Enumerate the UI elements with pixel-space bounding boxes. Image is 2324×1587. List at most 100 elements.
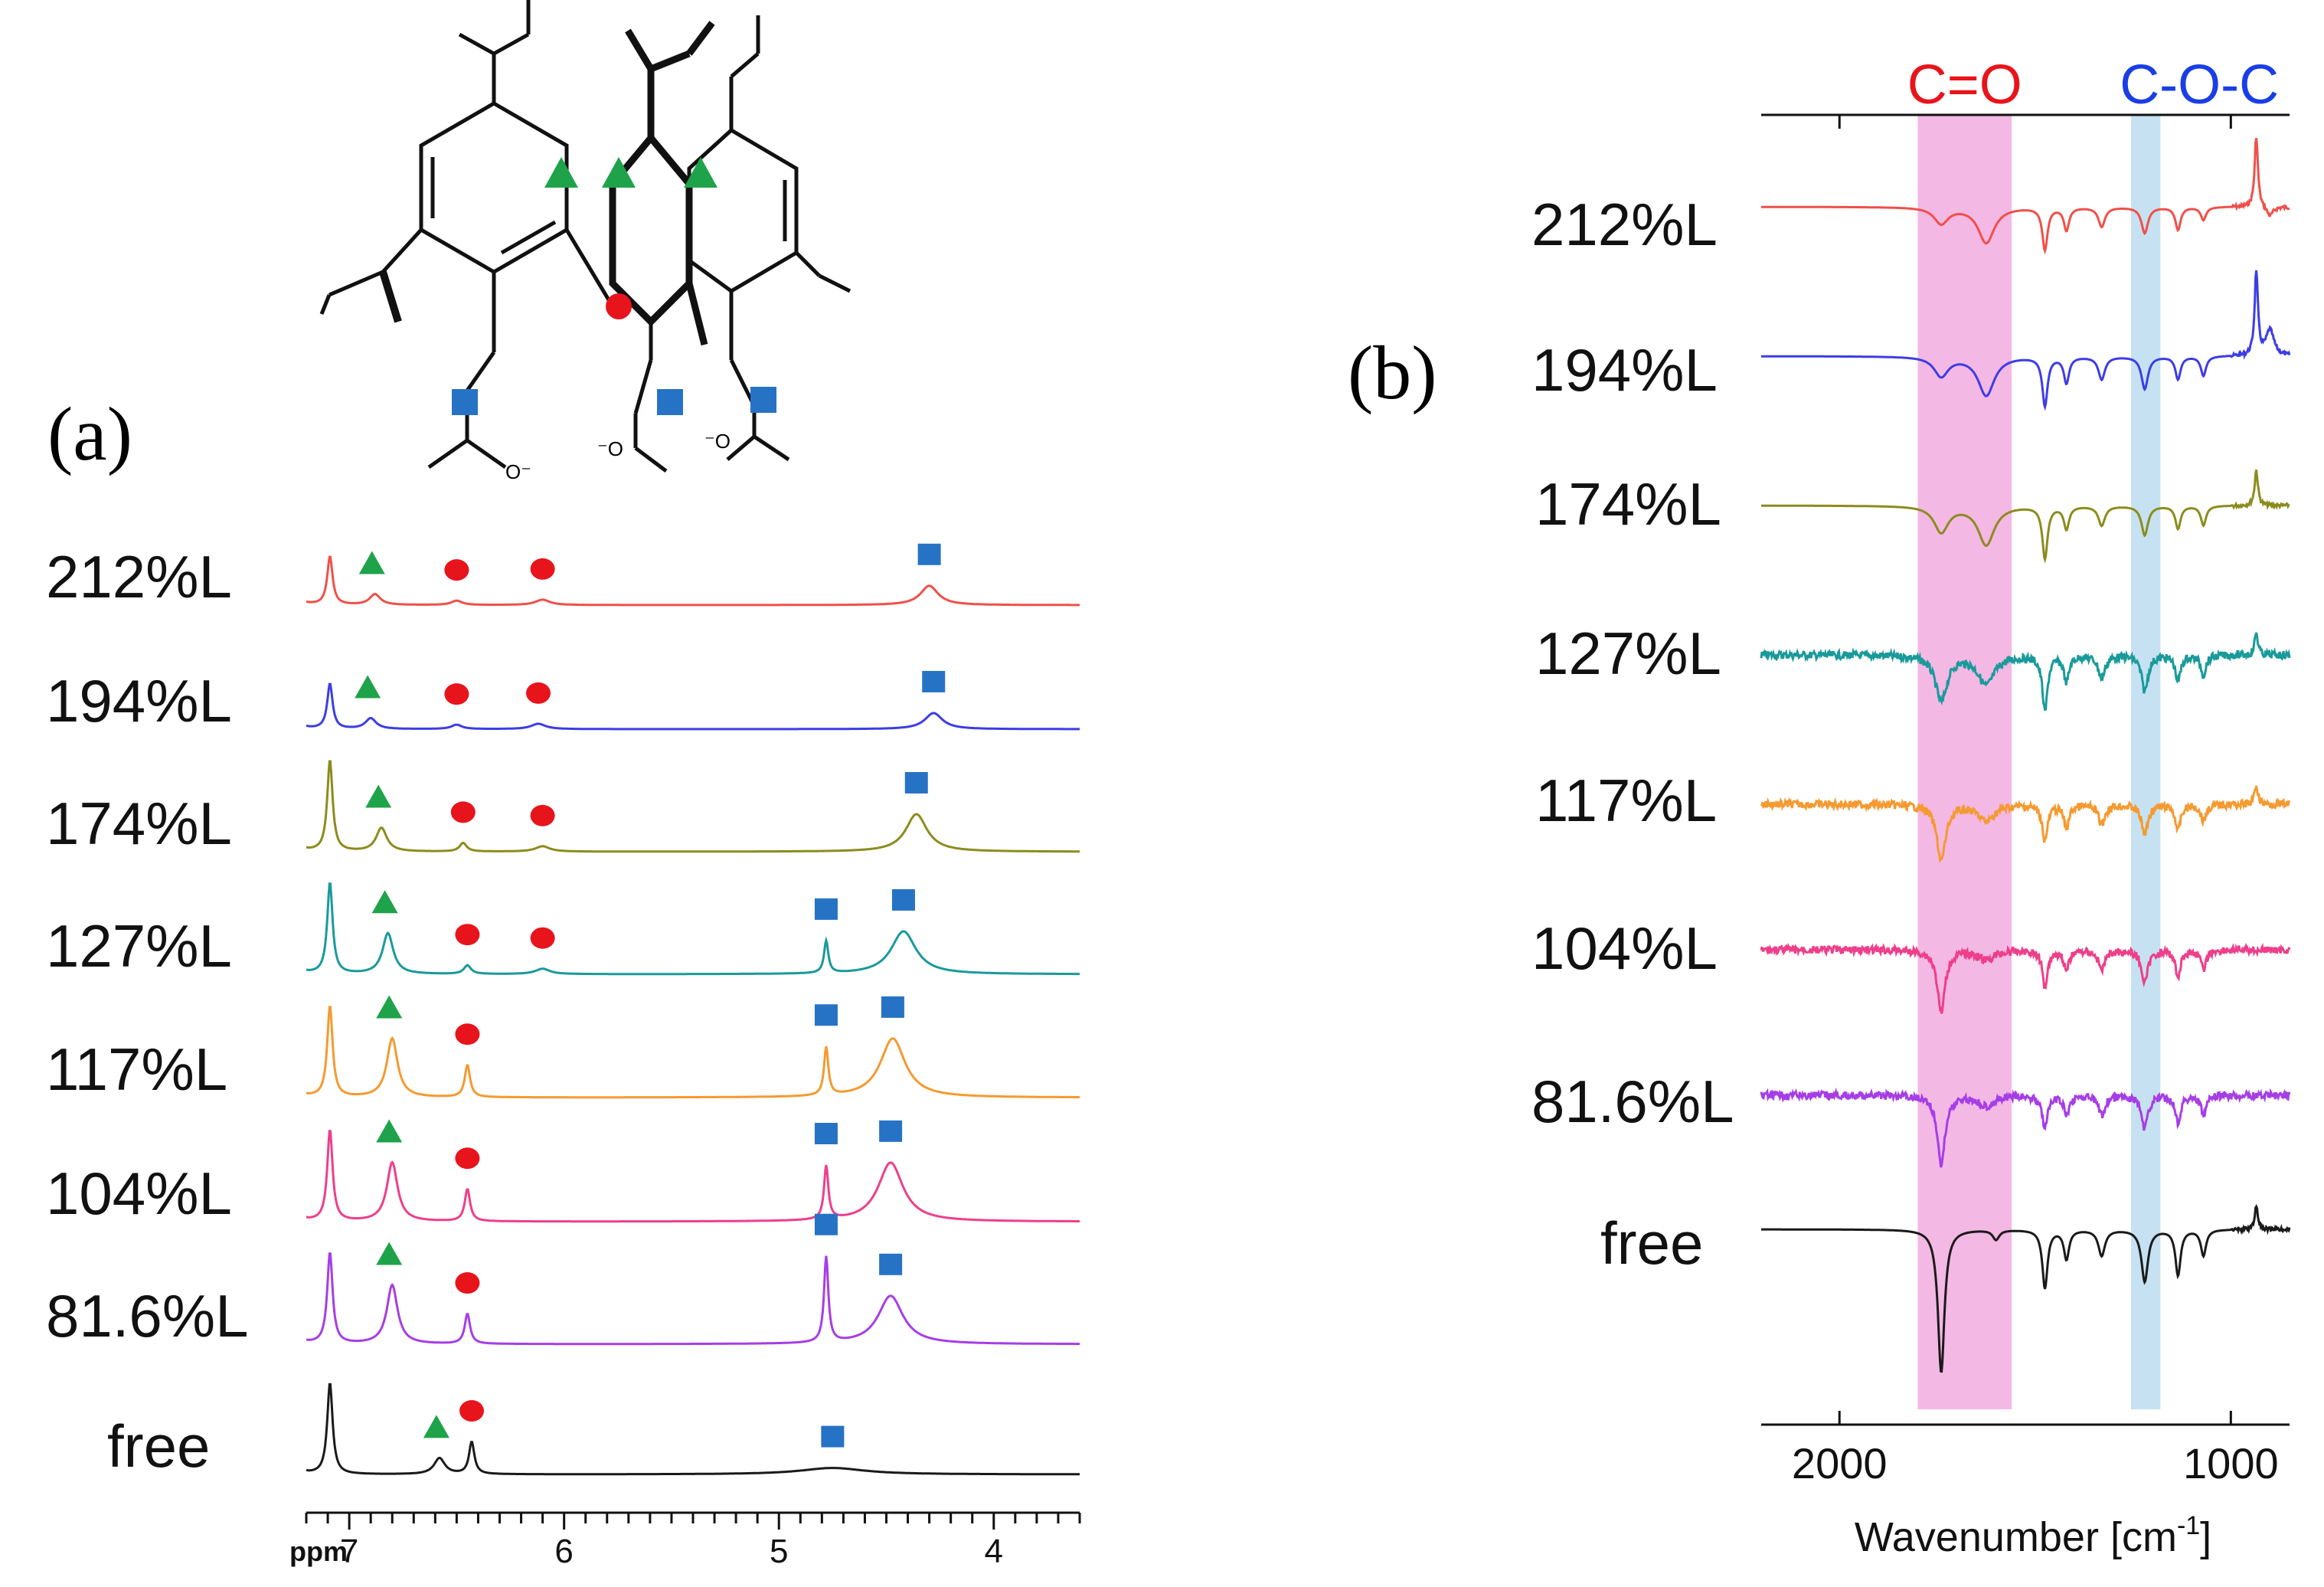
nmr-triangle-marker bbox=[371, 890, 398, 914]
molecule-anion-label: ⁻O bbox=[597, 437, 623, 460]
molecule-bond bbox=[379, 270, 402, 323]
molecule-bond bbox=[319, 294, 332, 315]
nmr-trace-117-l bbox=[306, 1006, 1080, 1099]
nmr-square-marker bbox=[814, 1213, 838, 1235]
nmr-tick-label: 4 bbox=[985, 1533, 1003, 1570]
ir-trace-free bbox=[1761, 1204, 2291, 1373]
molecule-triangle-marker bbox=[544, 157, 578, 188]
ir-band-label-c-o: C=O bbox=[1907, 54, 2022, 116]
ir-series-label-212-l: 212%L bbox=[1531, 191, 1718, 258]
molecule-bond bbox=[649, 50, 691, 73]
ir-series-label-127-l: 127%L bbox=[1535, 620, 1721, 687]
nmr-trace-127-l bbox=[306, 882, 1080, 976]
ir-series-label-104-l: 104%L bbox=[1531, 915, 1718, 982]
nmr-circle-marker bbox=[455, 924, 480, 946]
molecule-circle-marker bbox=[606, 293, 632, 319]
molecule-square-marker bbox=[750, 387, 776, 413]
molecule-triangle-marker bbox=[602, 157, 636, 188]
ir-series-label-81-6-l: 81.6%L bbox=[1531, 1068, 1734, 1135]
molecule-bond bbox=[634, 447, 668, 473]
nmr-square-marker bbox=[814, 1122, 838, 1144]
nmr-triangle-marker bbox=[358, 551, 385, 574]
molecule-bond bbox=[500, 220, 557, 255]
nmr-triangle-marker bbox=[423, 1415, 449, 1438]
ir-trace-104-l bbox=[1760, 942, 2291, 1014]
nmr-triangle-marker bbox=[376, 1119, 403, 1143]
nmr-circle-marker bbox=[450, 801, 476, 823]
nmr-triangle-marker bbox=[355, 675, 381, 699]
nmr-circle-marker bbox=[530, 558, 555, 580]
molecule-bond bbox=[465, 351, 496, 392]
nmr-triangle-marker bbox=[376, 995, 403, 1019]
nmr-square-marker bbox=[879, 1120, 903, 1142]
nmr-series-label-117-l: 117%L bbox=[46, 1036, 227, 1103]
nmr-trace-194-l bbox=[306, 682, 1080, 731]
molecule-bond bbox=[427, 438, 469, 470]
nmr-square-marker bbox=[881, 996, 904, 1018]
molecule-bond bbox=[818, 273, 851, 293]
nmr-tick-label: 7 bbox=[340, 1533, 358, 1570]
ir-trace-194-l bbox=[1761, 270, 2291, 411]
molecule-bond bbox=[492, 32, 530, 56]
nmr-series-label-127-l: 127%L bbox=[46, 912, 232, 980]
nmr-trace-174-l bbox=[306, 760, 1080, 853]
nmr-circle-marker bbox=[455, 1272, 480, 1294]
nmr-trace-free bbox=[306, 1382, 1080, 1476]
molecule-anion-label: O⁻ bbox=[505, 460, 531, 483]
nmr-square-marker bbox=[891, 888, 915, 911]
ir-frame bbox=[1761, 113, 2290, 1426]
nmr-trace-81-6-l bbox=[306, 1252, 1080, 1346]
molecule-ring-right bbox=[687, 127, 799, 293]
nmr-series-label-174-l: 174%L bbox=[46, 790, 232, 857]
molecule-bond bbox=[726, 435, 756, 461]
molecule-bond bbox=[686, 21, 715, 56]
ir-trace-81-6-l bbox=[1760, 1087, 2291, 1168]
ir-axis-title: Wavenumber [cm-1] bbox=[1855, 1511, 2211, 1560]
molecule-square-marker bbox=[452, 389, 478, 415]
nmr-square-marker bbox=[904, 771, 928, 794]
ir-trace-127-l bbox=[1760, 632, 2291, 712]
nmr-tick-label: 6 bbox=[554, 1533, 573, 1570]
ir-band-label-c-o-c: C-O-C bbox=[2120, 54, 2279, 116]
molecule-square-marker bbox=[657, 389, 683, 415]
panel-b-letter: (b) bbox=[1348, 330, 1437, 415]
ir-series-label-117-l: 117%L bbox=[1535, 767, 1717, 834]
nmr-square-marker bbox=[922, 670, 946, 692]
nmr-square-marker bbox=[879, 1253, 903, 1275]
nmr-circle-marker bbox=[530, 927, 555, 949]
molecule-bond bbox=[730, 52, 760, 78]
molecule-bond bbox=[466, 438, 507, 470]
nmr-square-marker bbox=[814, 898, 838, 920]
molecule-bond bbox=[381, 228, 423, 273]
nmr-square-marker bbox=[814, 1004, 838, 1026]
nmr-series-label-free: free bbox=[107, 1412, 210, 1480]
nmr-series-label-212-l: 212%L bbox=[46, 543, 232, 610]
nmr-trace-104-l bbox=[306, 1130, 1080, 1223]
ir-band-c-o bbox=[1917, 115, 2012, 1409]
nmr-square-marker bbox=[917, 543, 941, 565]
nmr-x-axis: 7 6 5 4 ppm bbox=[289, 1511, 1081, 1570]
nmr-triangle-marker bbox=[365, 784, 392, 808]
ir-trace-212-l bbox=[1761, 138, 2290, 255]
ir-trace-117-l bbox=[1760, 785, 2291, 863]
panel-a-letter: (a) bbox=[47, 391, 132, 476]
nmr-circle-marker bbox=[530, 804, 555, 826]
ir-series-label-174-l: 174%L bbox=[1535, 470, 1721, 538]
ir-series-label-free: free bbox=[1600, 1209, 1703, 1277]
molecule-bond bbox=[685, 282, 708, 346]
nmr-series-label-81-6-l: 81.6%L bbox=[46, 1282, 249, 1350]
ir-chart: C=O C-O-C 212%L 194%L 174%L 127%L 117%L 104%L 8… bbox=[1531, 54, 2291, 1560]
ir-tick-label: 2000 bbox=[1792, 1439, 1888, 1487]
molecule-triangle-marker bbox=[684, 157, 717, 188]
molecule-bond bbox=[458, 32, 495, 56]
nmr-tick-label: 5 bbox=[770, 1533, 788, 1570]
nmr-series-label-194-l: 194%L bbox=[46, 667, 232, 735]
molecule-anion-label: ⁻O bbox=[704, 430, 731, 453]
nmr-circle-marker bbox=[444, 683, 469, 705]
ir-tick-label: 1000 bbox=[2183, 1439, 2279, 1487]
molecule-ring-middle bbox=[609, 132, 693, 327]
molecule-structure bbox=[319, 0, 851, 473]
molecule-bond bbox=[625, 28, 654, 71]
nmr-circle-marker bbox=[526, 682, 551, 704]
